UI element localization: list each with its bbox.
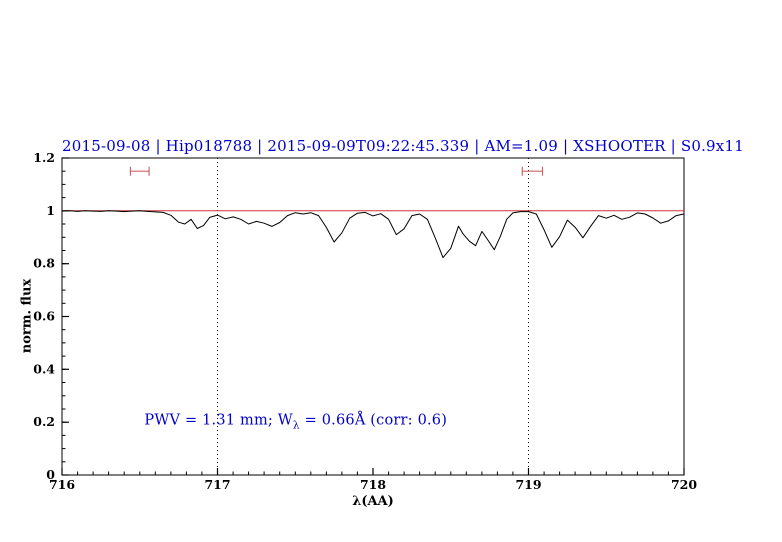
y-tick-label: 0	[46, 467, 55, 482]
y-tick-label: 0.6	[33, 309, 55, 324]
x-tick-label: 716	[49, 477, 75, 492]
x-tick-label: 718	[360, 477, 386, 492]
y-tick-label: 1.2	[33, 150, 55, 165]
spectrum-line	[61, 210, 685, 259]
y-tick-label: 0.4	[33, 361, 55, 376]
y-tick-label: 0.2	[33, 414, 55, 429]
range-marker	[129, 166, 150, 176]
x-tick-label: 717	[204, 477, 230, 492]
y-tick-label: 0.8	[33, 256, 55, 271]
annotation-prefix: PWV = 1.31 mm; W	[144, 412, 293, 429]
x-tick-label: 720	[671, 477, 697, 492]
range-marker	[521, 166, 544, 176]
x-tick-label: 719	[515, 477, 541, 492]
x-axis-label: λ(AA)	[352, 494, 394, 509]
plot-title: 2015-09-08 | Hip018788 | 2015-09-09T09:2…	[62, 137, 744, 155]
pwv-annotation: PWV = 1.31 mm; Wλ = 0.66Å (corr: 0.6)	[144, 413, 447, 432]
annotation-suffix: = 0.66Å (corr: 0.6)	[299, 412, 448, 429]
y-tick-label: 1	[46, 203, 55, 218]
annotation-sub: λ	[292, 419, 300, 432]
